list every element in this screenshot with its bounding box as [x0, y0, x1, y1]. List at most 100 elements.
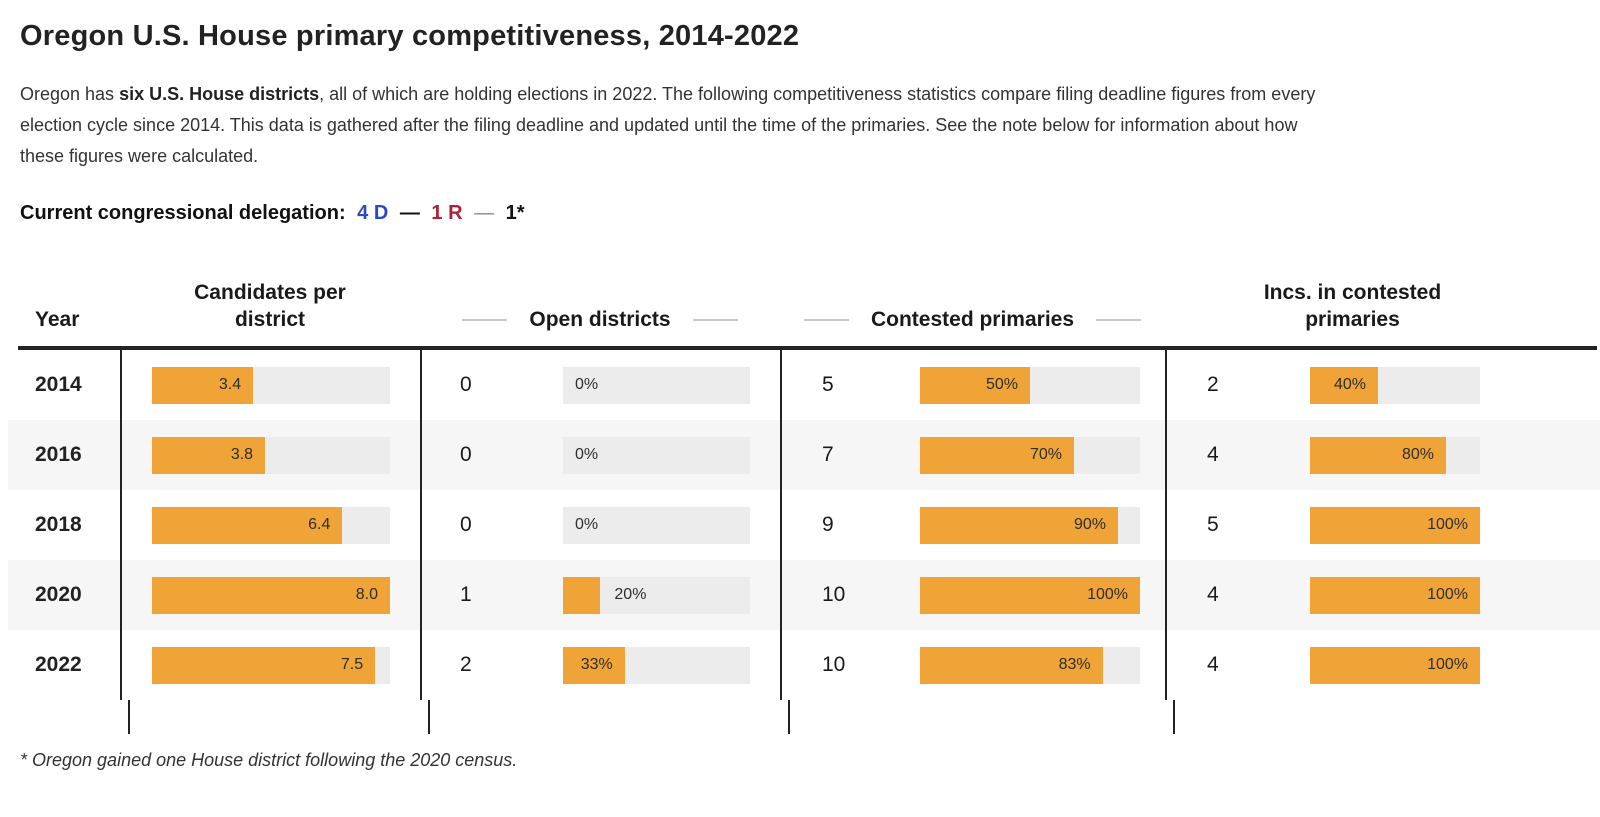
table-row: 2022 7.5 2 33% 10 83% 4 100%: [8, 630, 1600, 700]
incumbents-contested-cell: 4 100%: [1165, 630, 1490, 700]
table-header: Year Candidates per district Open distri…: [0, 279, 1600, 346]
delegation-other: 1*: [505, 202, 525, 224]
candidates-bar-fill: [152, 576, 390, 614]
column-header-year: Year: [35, 308, 80, 331]
open-districts-count: 0: [460, 443, 472, 466]
header-dash-icon: [803, 318, 849, 321]
open-districts-cell: 0 0%: [420, 420, 780, 490]
year-cell: 2016: [35, 443, 82, 466]
intro-paragraph: Oregon has six U.S. House districts, all…: [20, 79, 1335, 172]
incumbents-contested-bar-label: 100%: [1427, 586, 1468, 603]
contested-primaries-count: 10: [822, 653, 846, 676]
candidates-bar-label: 8.0: [355, 586, 378, 603]
year-cell: 2018: [35, 513, 82, 536]
candidates-cell: 3.4: [120, 350, 420, 420]
candidates-bar-label: 7.5: [340, 656, 364, 673]
contested-primaries-bar-track: 50%: [920, 366, 1140, 404]
open-districts-bar-label: 20%: [614, 586, 647, 603]
candidates-bar-label: 3.8: [230, 446, 254, 463]
incumbents-contested-bar-track: 100%: [1310, 506, 1480, 544]
candidates-bar-track: 7.5: [152, 646, 390, 684]
table-row: 2018 6.4 0 0% 9 90% 5 100%: [8, 490, 1600, 560]
open-districts-bar-track: 0%: [563, 506, 750, 544]
divider-extension-spacer: [28, 700, 128, 734]
open-districts-bar-label: 33%: [580, 656, 613, 673]
delegation-separator-1: —: [399, 202, 420, 224]
intro-text-post: , all of which are holding elections in …: [20, 84, 1316, 166]
contested-primaries-bar-label: 90%: [1073, 516, 1106, 533]
open-districts-cell: 0 0%: [420, 350, 780, 420]
intro-text-bold: six U.S. House districts: [119, 84, 320, 104]
contested-primaries-cell: 7 70%: [780, 420, 1165, 490]
incumbents-contested-bar-label: 80%: [1401, 446, 1434, 463]
incumbents-contested-bar-fill: [1310, 366, 1378, 404]
incumbents-contested-cell: 4 80%: [1165, 420, 1490, 490]
page-title: Oregon U.S. House primary competitivenes…: [20, 20, 800, 52]
column-header-open-districts: Open districts: [420, 306, 780, 333]
contested-primaries-count: 7: [822, 443, 834, 466]
incumbents-contested-bar-label: 100%: [1427, 656, 1468, 673]
contested-primaries-cell: 9 90%: [780, 490, 1165, 560]
incumbents-contested-bar-track: 80%: [1310, 436, 1480, 474]
table-row: 2014 3.4 0 0% 5 50% 2 40%: [8, 350, 1600, 420]
open-districts-bar-track: 0%: [563, 436, 750, 474]
incumbents-contested-count: 2: [1207, 373, 1219, 396]
column-header-candidates: Candidates per district: [120, 279, 420, 333]
open-districts-bar-track: 0%: [563, 366, 750, 404]
incumbents-contested-bar-track: 100%: [1310, 646, 1480, 684]
header-dash-icon: [462, 318, 508, 321]
candidates-bar-track: 6.4: [152, 506, 390, 544]
contested-primaries-bar-fill: [920, 366, 1030, 404]
delegation-republicans: 1 R: [431, 202, 463, 224]
open-districts-cell: 1 20%: [420, 560, 780, 630]
incumbents-contested-cell: 4 100%: [1165, 560, 1490, 630]
candidates-bar-fill: [152, 506, 343, 544]
column-header-contested-label: Contested primaries: [870, 308, 1075, 331]
page: Oregon U.S. House primary competitivenes…: [0, 20, 1600, 770]
open-districts-bar-track: 33%: [563, 646, 750, 684]
candidates-bar-fill: [152, 436, 266, 474]
column-divider: [128, 700, 428, 734]
year-cell: 2020: [35, 583, 82, 606]
open-districts-cell: 2 33%: [420, 630, 780, 700]
candidates-bar-fill: [152, 646, 376, 684]
incumbents-contested-bar-track: 40%: [1310, 366, 1480, 404]
year-cell: 2014: [35, 373, 82, 396]
incumbents-contested-bar-fill: [1310, 576, 1480, 614]
delegation-separator-2: —: [474, 202, 495, 224]
column-header-incumbents-label: Incs. in contested primaries: [1263, 281, 1442, 331]
open-districts-bar-fill: [563, 646, 625, 684]
column-header-contested: Contested primaries: [780, 306, 1165, 333]
incumbents-contested-count: 5: [1207, 513, 1219, 536]
contested-primaries-bar-track: 70%: [920, 436, 1140, 474]
column-header-candidates-label: Candidates per district: [194, 281, 346, 331]
contested-primaries-bar-track: 90%: [920, 506, 1140, 544]
header-rule: [18, 346, 1597, 350]
candidates-cell: 8.0: [120, 560, 420, 630]
incumbents-contested-bar-label: 100%: [1427, 516, 1468, 533]
candidates-bar-track: 8.0: [152, 576, 390, 614]
open-districts-bar-fill: [563, 576, 601, 614]
column-divider: [1173, 700, 1490, 734]
candidates-cell: 7.5: [120, 630, 420, 700]
column-header-incumbents: Incs. in contested primaries: [1165, 279, 1490, 333]
contested-primaries-bar-label: 83%: [1058, 656, 1091, 673]
footnote: * Oregon gained one House district follo…: [20, 750, 518, 770]
candidates-bar-fill: [152, 366, 254, 404]
column-divider: [428, 700, 788, 734]
contested-primaries-bar-label: 50%: [985, 376, 1018, 393]
candidates-cell: 3.8: [120, 420, 420, 490]
contested-primaries-bar-track: 83%: [920, 646, 1140, 684]
column-divider: [788, 700, 1173, 734]
open-districts-bar-label: 0%: [575, 516, 599, 533]
contested-primaries-bar-fill: [920, 506, 1118, 544]
incumbents-contested-bar-label: 40%: [1333, 376, 1366, 393]
candidates-bar-track: 3.4: [152, 366, 390, 404]
contested-primaries-count: 10: [822, 583, 846, 606]
open-districts-count: 0: [460, 373, 472, 396]
contested-primaries-bar-label: 100%: [1087, 586, 1128, 603]
contested-primaries-bar-fill: [920, 436, 1074, 474]
contested-primaries-cell: 10 83%: [780, 630, 1165, 700]
incumbents-contested-bar-fill: [1310, 506, 1480, 544]
contested-primaries-bar-track: 100%: [920, 576, 1140, 614]
